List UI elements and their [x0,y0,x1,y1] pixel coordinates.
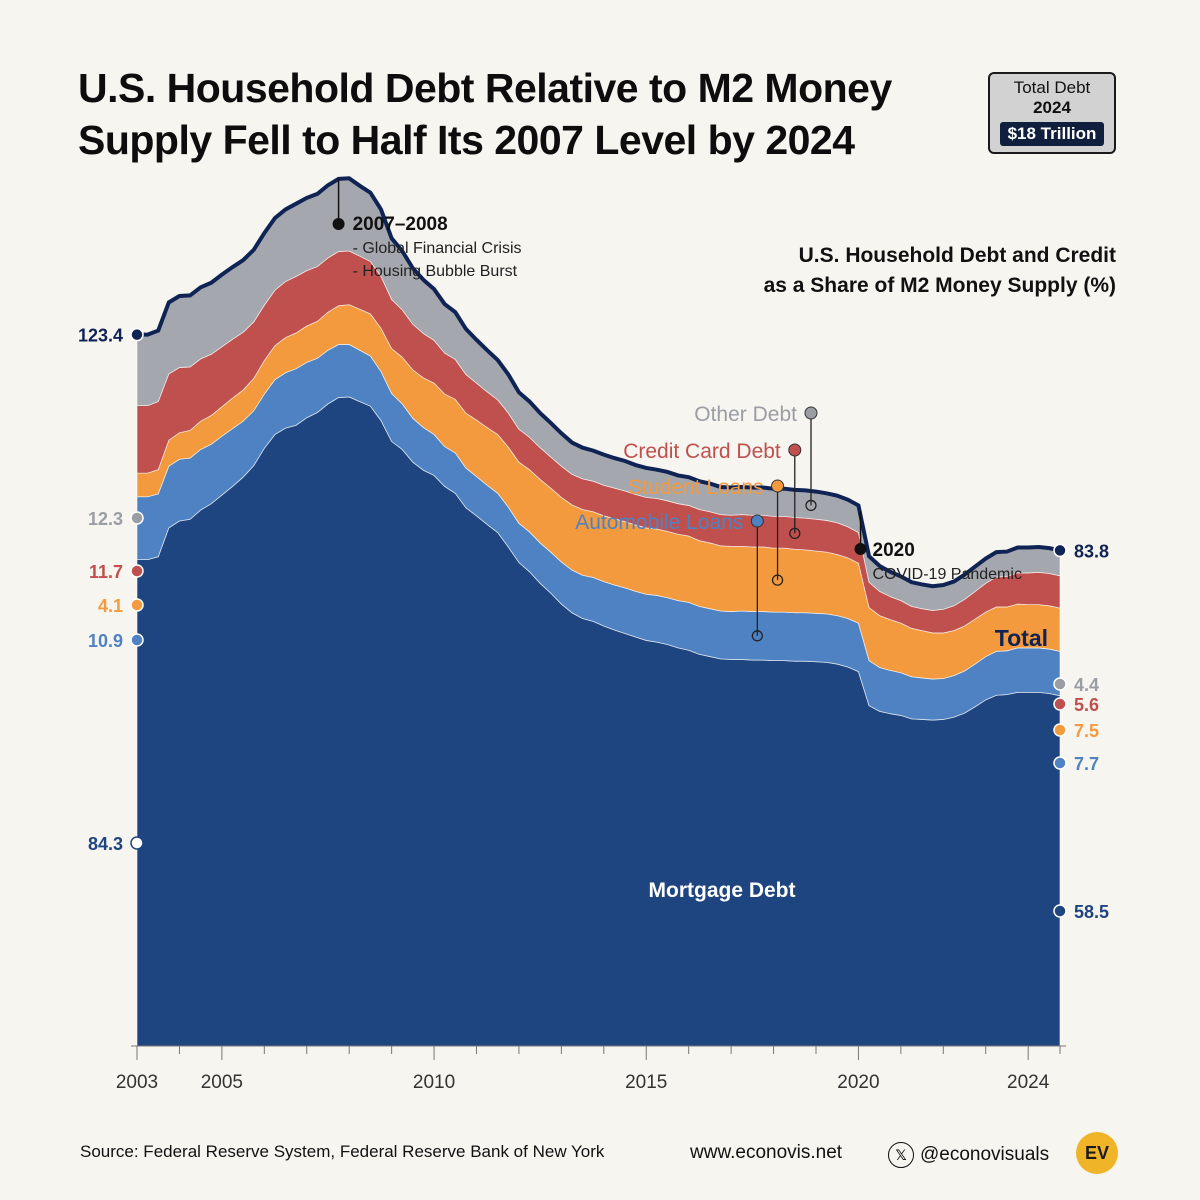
chart-title: U.S. Household Debt Relative to M2 Money… [78,62,898,166]
total-debt-badge: Total Debt 2024 $18 Trillion [988,72,1116,154]
badge-label: Total Debt [1013,78,1091,97]
covid-annotation-title: 2020 [873,540,915,561]
start-label-credit: 11.7 [89,562,123,582]
chart-title-line1: U.S. Household Debt Relative to M2 Money [78,65,892,111]
leader-top-marker-auto [750,514,764,528]
start-label-total: 123.4 [78,326,123,346]
end-marker-credit [1053,697,1067,711]
start-marker-student [130,598,144,612]
end-label-other: 4.4 [1074,675,1099,695]
leader-bottom-marker-student [771,574,784,586]
series-label-auto: Automobile Loans [575,511,743,534]
gfc-annotation-title: 2007–2008 [353,214,448,235]
gfc-annotation-marker [332,218,345,230]
start-label-mortgage: 84.3 [88,834,123,854]
start-marker-mortgage [130,836,144,850]
gfc-annotation-line2: - Housing Bubble Burst [353,263,518,280]
x-tick-label-2015: 2015 [625,1072,667,1093]
end-label-credit: 5.6 [1074,695,1099,715]
series-label-other: Other Debt [694,403,797,426]
start-marker-auto [130,633,144,647]
x-tick-label-2010: 2010 [413,1072,455,1093]
series-label-mortgage: Mortgage Debt [649,879,796,902]
leader-top-marker-credit [788,443,802,457]
end-marker-student [1053,723,1067,737]
end-marker-other [1053,677,1067,691]
source-note: Source: Federal Reserve System, Federal … [80,1142,605,1161]
chart-subtitle-line2: as a Share of M2 Money Supply (%) [764,274,1116,297]
leader-top-marker-student [771,479,785,493]
start-marker-total [130,327,144,342]
total-line [137,176,1061,589]
end-marker-total [1053,543,1067,558]
gfc-annotation-line1: - Global Financial Crisis [353,240,522,257]
series-label-credit: Credit Card Debt [623,440,781,463]
end-marker-auto [1053,756,1067,770]
badge-value: $18 Trillion [999,122,1105,146]
leader-bottom-marker-auto [751,630,763,642]
econovis-logo: EV [1076,1132,1118,1174]
end-label-total: 83.8 [1074,541,1109,561]
x-tick-label-2020: 2020 [837,1072,879,1093]
chart-subtitle-line1: U.S. Household Debt and Credit [799,244,1116,267]
start-label-auto: 10.9 [88,631,123,651]
social-handle-text: @econovisuals [920,1144,1050,1165]
total-series-label: Total [995,625,1048,651]
end-label-auto: 7.7 [1074,754,1099,774]
leader-top-marker-other [804,406,818,420]
x-tick-label-2005: 2005 [201,1072,243,1093]
x-tick-label-2024: 2024 [1007,1072,1050,1093]
end-label-student: 7.5 [1074,721,1099,741]
covid-annotation-line1: COVID-19 Pandemic [873,566,1022,583]
covid-annotation-marker [854,543,867,555]
start-marker-credit [130,564,144,578]
start-label-other: 12.3 [88,509,123,529]
leader-bottom-marker-credit [789,527,801,540]
end-label-mortgage: 58.5 [1074,902,1109,922]
x-icon: 𝕏 [888,1142,914,1168]
leader-bottom-marker-other [805,499,817,512]
website-link[interactable]: www.econovis.net [690,1142,843,1163]
social-handle[interactable]: 𝕏 @econovisuals [888,1142,1049,1168]
series-label-student: Student Loans [628,476,763,499]
end-marker-mortgage [1053,904,1067,918]
chart-title-line2: Supply Fell to Half Its 2007 Level by 20… [78,117,855,163]
start-label-student: 4.1 [98,596,123,616]
start-marker-other [130,511,144,525]
badge-year: 2024 [1033,98,1071,117]
x-tick-label-2003: 2003 [116,1072,158,1093]
stacked-area-chart: 2003 2005 2010 2015 2020 2024 U.S. Household D… [78,176,1116,1093]
